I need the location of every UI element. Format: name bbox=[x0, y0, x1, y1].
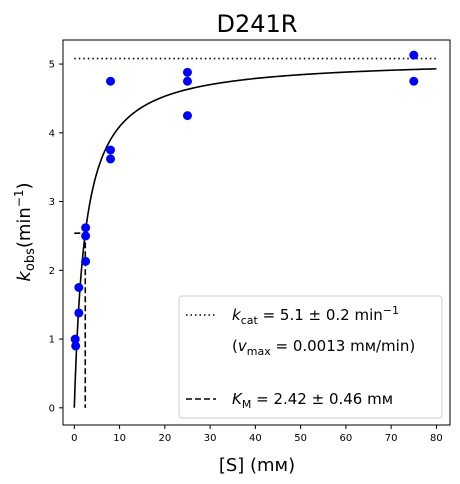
y-axis-label-close: ) bbox=[14, 182, 35, 189]
x-tick-label: 40 bbox=[249, 433, 262, 444]
y-tick-label: 1 bbox=[49, 335, 55, 346]
y-axis-label: kobs(min−1) bbox=[12, 182, 38, 281]
data-point bbox=[70, 334, 80, 344]
axis-ticks: 0 10 20 30 40 50 60 70 80 0 1 2 3 4 5 bbox=[49, 60, 443, 444]
data-point bbox=[409, 50, 419, 60]
data-point bbox=[81, 231, 91, 241]
chart-title: D241R bbox=[217, 10, 298, 38]
data-point bbox=[182, 67, 192, 77]
data-point bbox=[74, 308, 84, 318]
y-tick-label: 3 bbox=[49, 197, 55, 208]
data-point bbox=[74, 283, 84, 292]
data-point bbox=[182, 76, 192, 86]
x-tick-label: 30 bbox=[204, 433, 217, 444]
x-tick-label: 10 bbox=[113, 433, 126, 444]
data-point bbox=[182, 111, 192, 121]
x-tick-label: 20 bbox=[158, 433, 171, 444]
data-point bbox=[71, 341, 81, 351]
x-tick-label: 50 bbox=[294, 433, 307, 444]
data-points bbox=[70, 50, 419, 351]
x-tick-label: 70 bbox=[385, 433, 398, 444]
legend: kcat = 5.1 ± 0.2 min−1 (vmax = 0.0013 mм… bbox=[178, 295, 443, 419]
fit-curve bbox=[73, 68, 437, 408]
y-tick-label: 0 bbox=[49, 403, 55, 414]
y-axis-label-sub: obs bbox=[23, 248, 38, 271]
data-point bbox=[81, 256, 91, 266]
data-point bbox=[106, 76, 116, 86]
x-tick-label: 0 bbox=[71, 433, 77, 444]
data-point bbox=[81, 223, 91, 233]
y-tick-label: 5 bbox=[49, 60, 55, 71]
data-point bbox=[106, 145, 116, 155]
y-tick-label: 2 bbox=[49, 266, 55, 277]
legend-box bbox=[178, 295, 443, 419]
data-point bbox=[106, 154, 116, 164]
y-axis-label-main: k bbox=[14, 270, 35, 282]
y-tick-label: 4 bbox=[49, 128, 55, 139]
x-tick-label: 60 bbox=[340, 433, 353, 444]
y-axis-label-sup: −1 bbox=[12, 189, 26, 207]
data-point bbox=[409, 76, 419, 86]
x-axis-label: [S] (mм) bbox=[219, 455, 295, 476]
legend-km-label: KM = 2.42 ± 0.46 mм bbox=[232, 390, 393, 411]
legend-vmax-label: (vmax = 0.0013 mм/min) bbox=[232, 337, 415, 358]
y-axis-label-unit: (min bbox=[14, 207, 35, 248]
x-tick-label: 80 bbox=[430, 433, 443, 444]
legend-kcat-label: kcat = 5.1 ± 0.2 min−1 bbox=[232, 304, 399, 327]
